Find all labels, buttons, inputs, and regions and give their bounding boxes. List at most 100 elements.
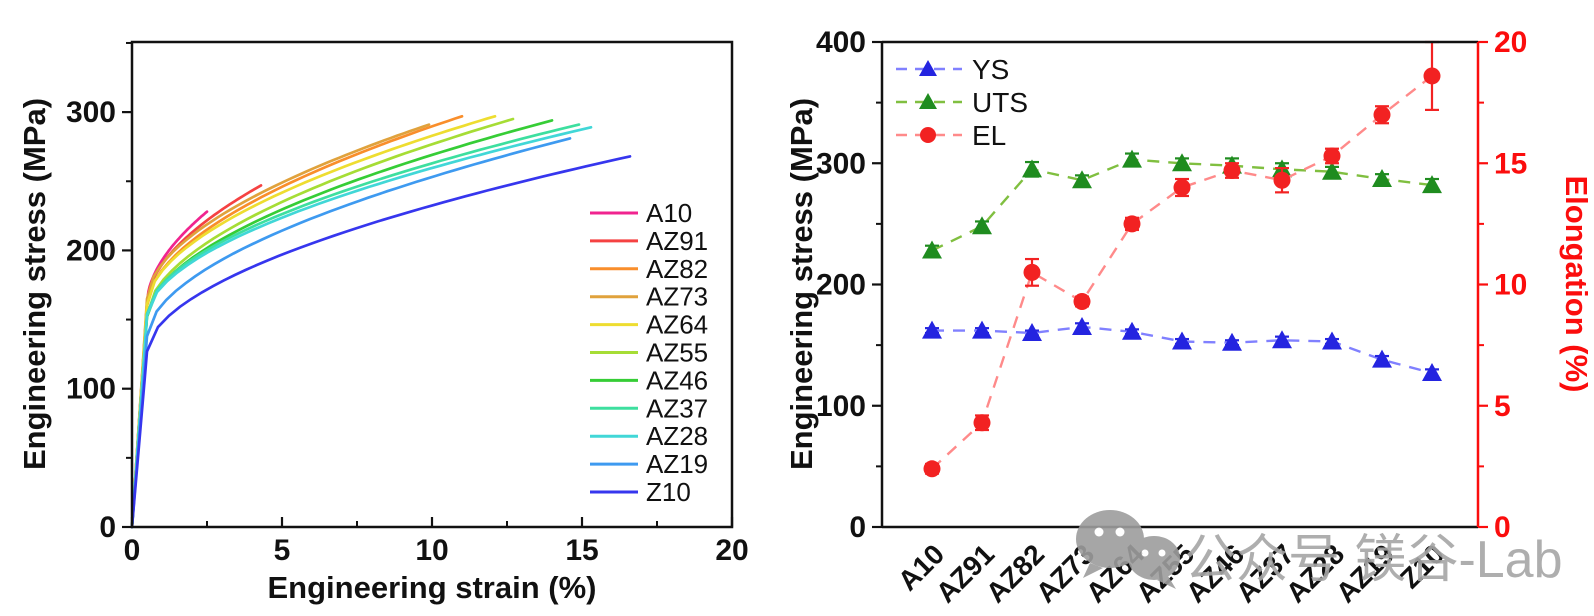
marker-EL-AZ28 [1323,147,1341,165]
marker-YS-AZ19 [1372,349,1392,368]
curve-AZ28 [130,125,593,529]
tick-group [872,40,1488,529]
wechat-eye [1141,549,1149,557]
legend-label-AZ46: AZ46 [646,365,708,395]
left-y-tick-label: 400 [816,26,866,59]
wechat-bubble-small-tail [1157,576,1176,589]
right-y-tick-label: 15 [1494,147,1527,180]
y-tick-label: 200 [66,234,116,267]
marker-EL-AZ73 [1073,292,1091,310]
legend-label-AZ19: AZ19 [646,449,708,479]
plot-border [130,40,734,529]
marker-UTS-Z10 [1422,175,1442,194]
legend-label-AZ73: AZ73 [646,282,708,312]
marker-EL-AZ46 [1223,162,1241,180]
marker-EL-AZ55 [1173,179,1191,196]
marker-YS-AZ28 [1322,331,1342,350]
marker-YS-AZ91 [972,320,992,339]
curve-AZ55 [130,117,515,529]
legend-label-UTS: UTS [972,87,1028,118]
legend-label-EL: EL [972,120,1006,151]
properties-chart: YSUTSEL010020030040005101520A10AZ91AZ82A… [784,26,1594,609]
marker-EL-Z10 [1423,67,1441,85]
axis-label-group: 010020030040005101520A10AZ91AZ82AZ73AZ64… [816,26,1527,609]
marker-UTS-AZ55 [1172,153,1192,172]
marker-EL-A10 [923,460,941,478]
marker-EL-AZ64 [1123,215,1141,233]
right-y-tick-label: 5 [1494,390,1511,423]
legend-label-AZ55: AZ55 [646,338,708,368]
right-y-tick-label: 10 [1494,269,1527,302]
legend-label-Z10: Z10 [646,477,691,507]
curve-Z10 [130,155,632,529]
curve-group [130,114,632,529]
series-line-EL [931,74,1433,470]
left-y-tick-label: 0 [849,511,866,544]
wechat-bubble-large-tail [1083,563,1103,578]
curve-AZ37 [130,123,581,529]
x-tick-label: 0 [124,534,141,567]
left-y-tick-label: 300 [816,147,866,180]
marker-YS-AZ64 [1122,321,1142,340]
marker-YS-AZ37 [1272,330,1292,349]
marker-UTS-AZ64 [1122,149,1142,168]
legend-label-AZ82: AZ82 [646,254,708,284]
x-tick-label: 20 [715,534,748,567]
y-axis-title: Engineering stress (MPa) [17,98,52,470]
curve-AZ82 [130,114,464,529]
category-label-AZ91: AZ91 [930,538,1000,608]
legend-label-AZ37: AZ37 [646,393,708,423]
left-y-tick-label: 200 [816,269,866,302]
marker-UTS-AZ19 [1372,169,1392,188]
legend-label-YS: YS [972,54,1009,85]
y-tick-label: 300 [66,96,116,129]
marker-UTS-AZ28 [1322,161,1342,180]
x-tick-label: 10 [415,534,448,567]
stress-strain-legend: A10AZ91AZ82AZ73AZ64AZ55AZ46AZ37AZ28AZ19Z… [590,198,708,507]
series-group [922,40,1442,478]
marker-YS-A10 [922,320,942,339]
right-y-tick-label: 0 [1494,511,1511,544]
marker-YS-AZ55 [1172,331,1192,350]
marker-YS-AZ82 [1022,323,1042,341]
wechat-icon [1076,510,1180,589]
marker-UTS-AZ91 [972,216,992,235]
marker-YS-AZ73 [1072,316,1092,335]
marker-EL-AZ82 [1023,263,1041,281]
legend-marker-UTS [919,93,937,109]
wechat-eye [1094,527,1104,537]
curve-AZ46 [130,119,554,529]
curve-AZ64 [130,114,497,529]
wechat-bubble-large [1076,510,1144,568]
marker-UTS-A10 [922,240,942,259]
marker-EL-AZ37 [1273,171,1291,189]
right-y-tick-label: 20 [1494,26,1527,59]
curve-AZ19 [130,137,572,529]
category-label-AZ82: AZ82 [980,538,1050,608]
watermark: 公众号 镁谷-Lab [1076,510,1563,589]
marker-EL-AZ19 [1373,106,1391,124]
marker-YS-AZ46 [1222,332,1242,351]
wechat-bubble-small [1128,536,1180,580]
series-line-UTS [931,158,1433,252]
x-tick-label: 5 [274,534,291,567]
wechat-eye [1158,549,1166,557]
x-axis-title: Engineering strain (%) [268,570,597,605]
marker-EL-AZ91 [973,414,991,432]
legend-label-AZ64: AZ64 [646,310,708,340]
marker-YS-Z10 [1422,363,1442,382]
y-tick-label: 0 [99,511,116,544]
right-y-axis-title: Elongation (%) [1559,176,1594,393]
marker-UTS-AZ73 [1072,170,1092,189]
wechat-eye [1115,527,1125,537]
watermark-text: 公众号 镁谷-Lab [1184,531,1563,589]
left-y-axis-title: Engineering stress (MPa) [784,98,819,470]
x-tick-label: 15 [565,534,598,567]
legend-marker-YS [919,60,937,76]
legend-marker-EL [920,127,936,143]
